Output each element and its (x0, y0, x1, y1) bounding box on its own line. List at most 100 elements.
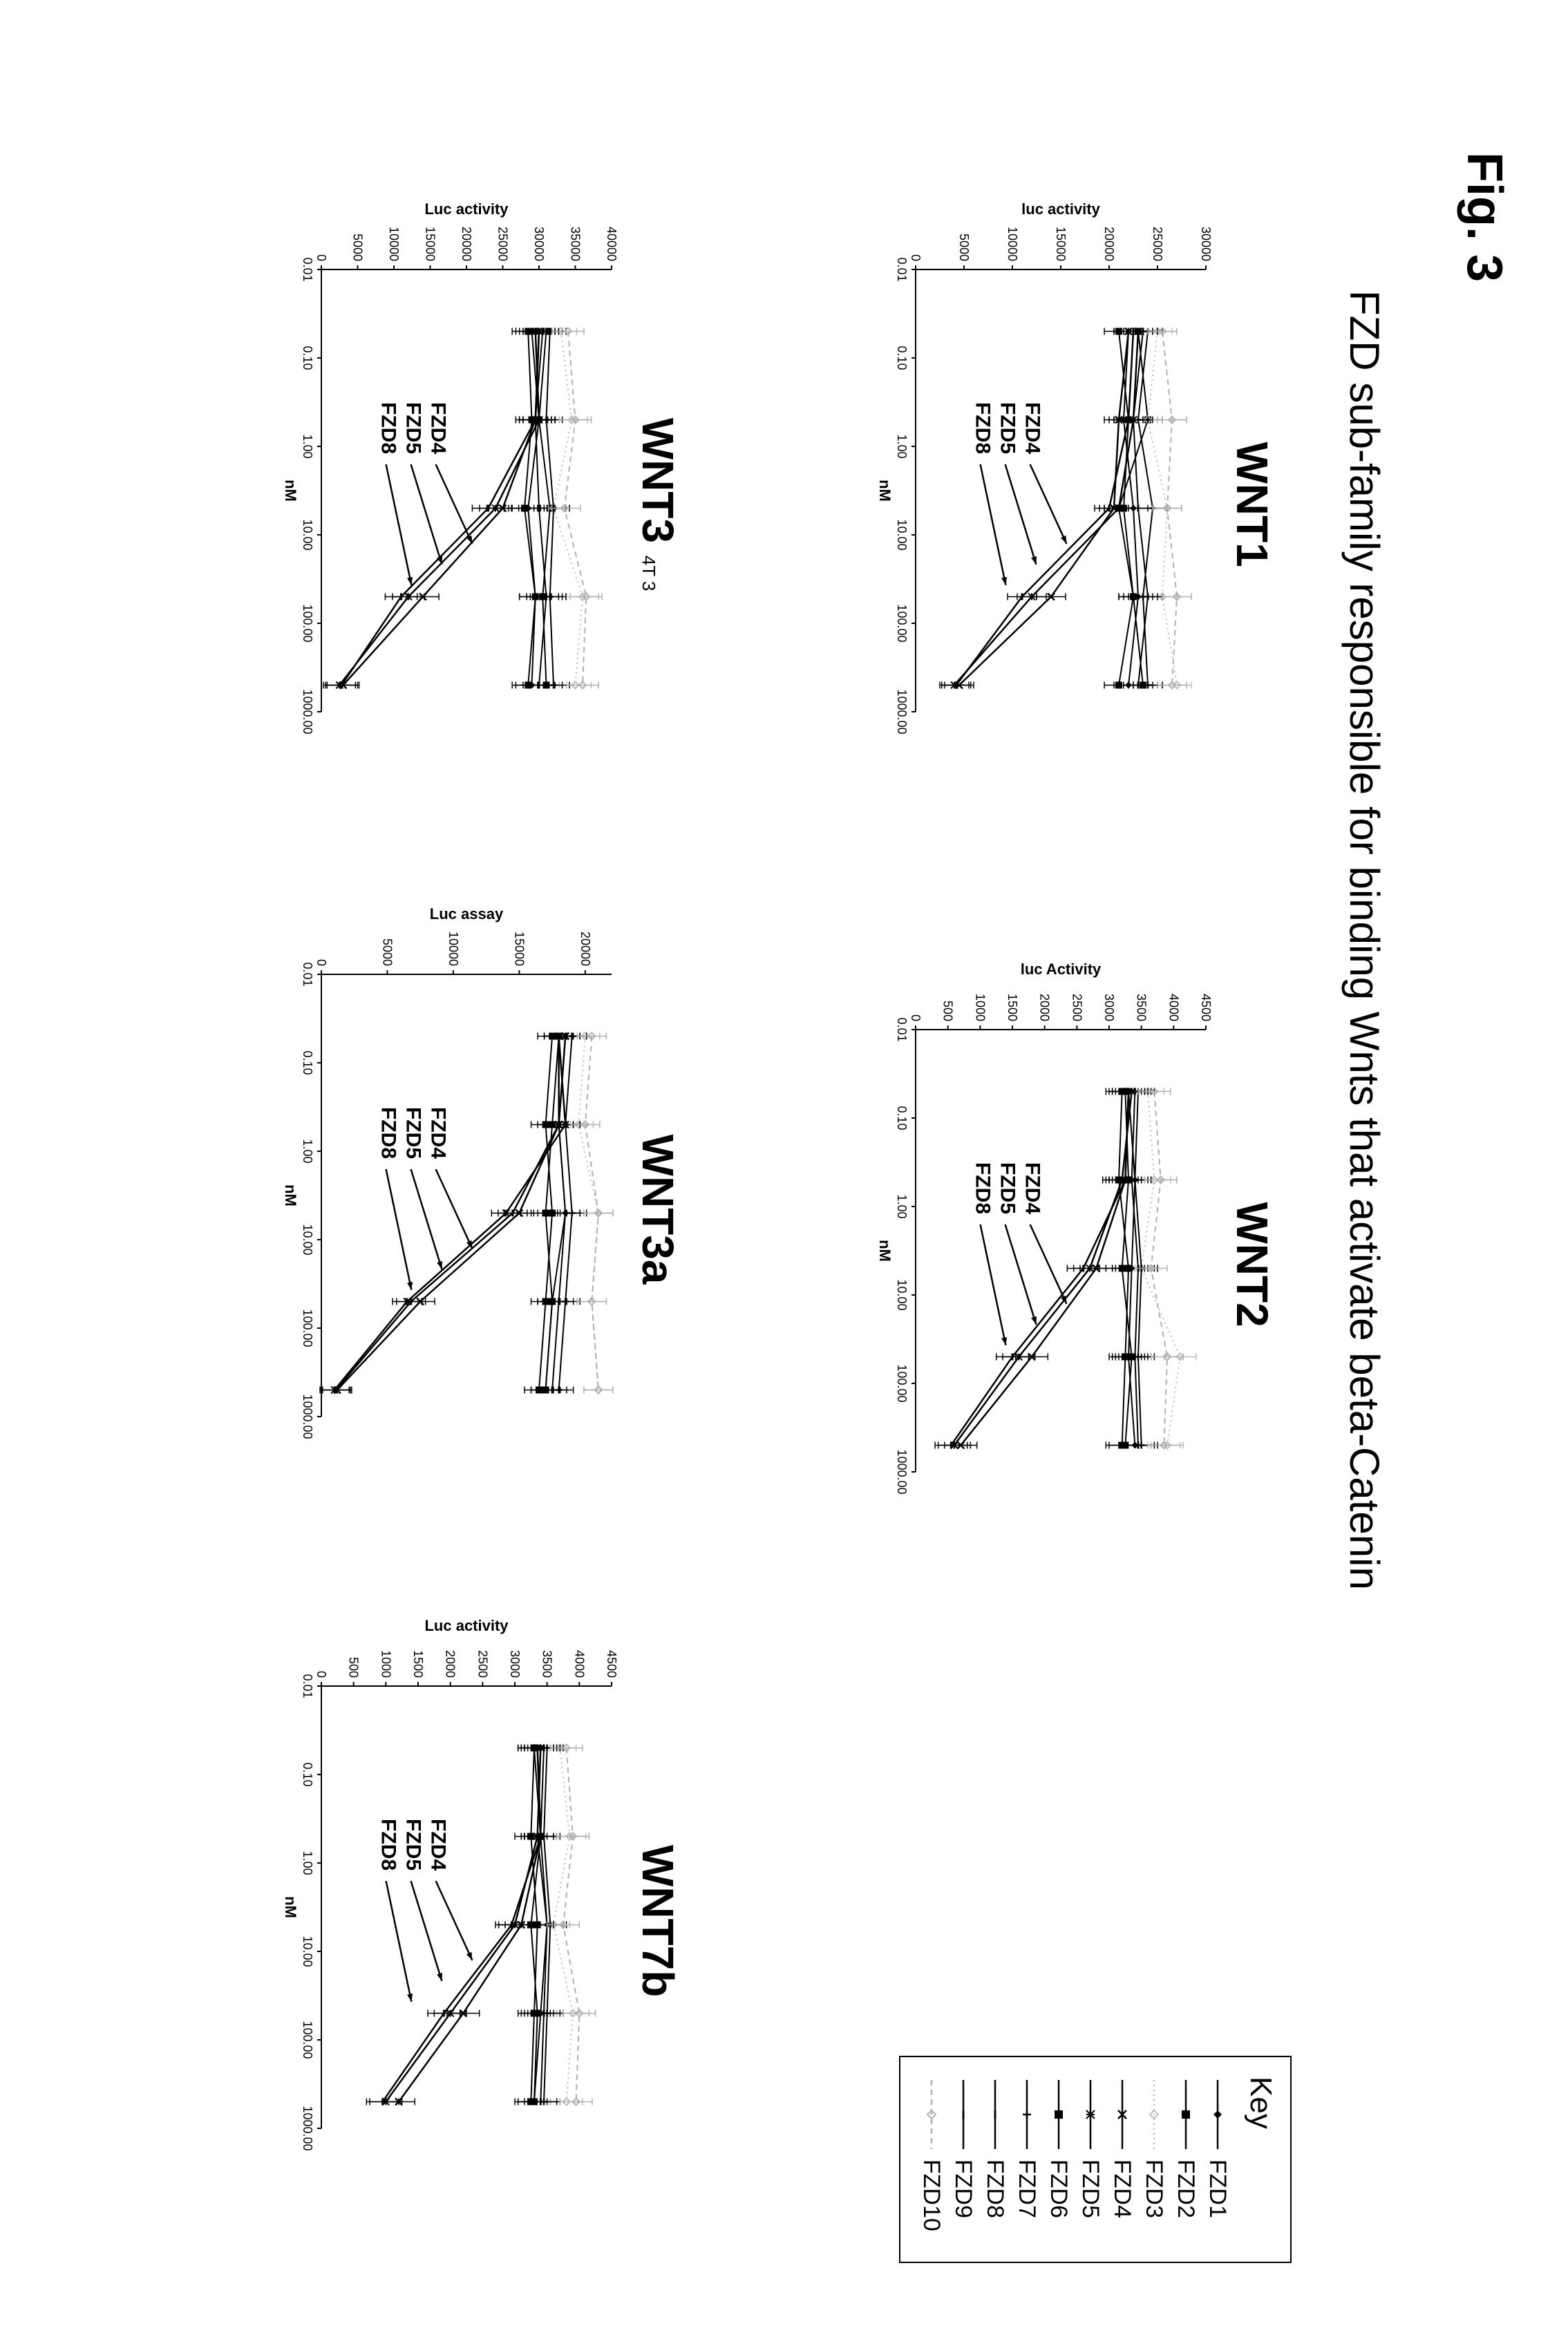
legend-item: FZD2 (1170, 2077, 1202, 2242)
svg-text:10.00: 10.00 (895, 1279, 909, 1310)
svg-text:1500: 1500 (1005, 994, 1019, 1021)
legend-label: FZD2 (1173, 2159, 1200, 2218)
arrow-label: FZD5 (402, 402, 425, 454)
svg-text:1.00: 1.00 (301, 1139, 314, 1163)
arrow-label: FZD4 (427, 1819, 450, 1871)
legend-item: FZD4 (1106, 2077, 1138, 2242)
svg-text:2500: 2500 (1070, 994, 1084, 1021)
svg-text:15000: 15000 (424, 227, 437, 261)
svg-text:0.01: 0.01 (301, 257, 314, 281)
svg-text:1.00: 1.00 (895, 1194, 909, 1218)
legend-item: FZD1 (1202, 2077, 1234, 2242)
svg-text:3000: 3000 (508, 1650, 522, 1678)
series-FZD10 (547, 1744, 596, 2105)
chart-title: WNT3a (632, 898, 683, 1520)
svg-text:10.00: 10.00 (301, 1224, 314, 1255)
svg-text:0: 0 (909, 254, 923, 261)
legend-item: FZD3 (1138, 2077, 1170, 2242)
svg-text:4500: 4500 (1199, 994, 1213, 1021)
svg-text:0.01: 0.01 (895, 257, 909, 281)
svg-text:luc activity: luc activity (1021, 200, 1100, 218)
legend-label: FZD7 (1014, 2159, 1041, 2218)
arrow-label: FZD5 (996, 1162, 1019, 1214)
svg-text:4500: 4500 (605, 1650, 618, 1678)
svg-text:nM: nM (876, 480, 894, 502)
svg-text:500: 500 (941, 1001, 955, 1021)
series-FZD10 (1148, 328, 1191, 688)
svg-text:nM: nM (282, 480, 299, 502)
svg-text:0.10: 0.10 (895, 1106, 909, 1130)
svg-text:1000.00: 1000.00 (895, 689, 909, 734)
arrow-label: FZD4 (1021, 402, 1044, 454)
arrow-label: FZD5 (996, 402, 1019, 454)
svg-text:1.00: 1.00 (301, 434, 314, 458)
chart-title: WNT2 (1227, 954, 1278, 1576)
svg-text:0.01: 0.01 (895, 1017, 909, 1041)
svg-text:1000.00: 1000.00 (301, 2106, 314, 2150)
svg-text:25000: 25000 (1151, 227, 1164, 261)
legend-label: FZD5 (1077, 2159, 1104, 2218)
svg-text:nM: nM (282, 1896, 299, 1918)
chart-wnt3-svg: 0500010000150002000025000300003500040000… (183, 193, 632, 815)
svg-text:30000: 30000 (1199, 227, 1213, 261)
svg-text:2500: 2500 (475, 1650, 489, 1678)
legend-item: FZD9 (947, 2077, 979, 2242)
legend-label: FZD10 (918, 2159, 945, 2231)
legend-item: FZD7 (1011, 2077, 1043, 2242)
legend-label: FZD4 (1109, 2159, 1136, 2218)
svg-text:100.00: 100.00 (301, 2021, 314, 2059)
svg-text:10000: 10000 (1005, 227, 1019, 261)
arrow-label: FZD8 (972, 1162, 994, 1214)
svg-text:1.00: 1.00 (895, 434, 909, 458)
svg-text:0.10: 0.10 (895, 346, 909, 370)
chart-wnt7b: WNT7b05001000150020002500300035004000450… (183, 1610, 683, 2232)
figure-label: Fig. 3 (1456, 152, 1513, 282)
svg-text:2000: 2000 (444, 1650, 457, 1678)
arrow-label: FZD8 (377, 402, 400, 454)
chart-wnt2-svg: 050010001500200025003000350040004500luc … (777, 954, 1227, 1576)
svg-text:20000: 20000 (460, 227, 473, 261)
svg-text:100.00: 100.00 (301, 604, 314, 642)
svg-text:luc Activity: luc Activity (1021, 961, 1102, 978)
svg-text:Luc activity: Luc activity (424, 1617, 509, 1634)
legend-rows: FZD1 FZD2 FZD3 FZD4 FZD5 FZD6 (916, 2077, 1234, 2242)
arrow-label: FZD4 (1021, 1162, 1044, 1214)
svg-text:0.01: 0.01 (301, 962, 314, 986)
svg-text:4000: 4000 (572, 1650, 586, 1678)
legend-item: FZD10 (916, 2077, 947, 2242)
svg-text:5000: 5000 (380, 938, 394, 966)
svg-text:2000: 2000 (1038, 994, 1052, 1021)
svg-text:0.10: 0.10 (301, 1762, 314, 1786)
chart-wnt3: WNT3 4T 30500010000150002000025000300003… (183, 193, 683, 815)
svg-text:10.00: 10.00 (301, 519, 314, 550)
series-FZD8 (942, 328, 1148, 688)
svg-text:0: 0 (314, 254, 328, 261)
svg-text:0: 0 (314, 959, 328, 966)
svg-text:10000: 10000 (446, 931, 460, 966)
svg-text:5000: 5000 (351, 234, 365, 261)
arrow-label: FZD8 (377, 1107, 400, 1159)
svg-text:1000.00: 1000.00 (301, 1394, 314, 1439)
svg-text:100.00: 100.00 (301, 1309, 314, 1347)
svg-text:30000: 30000 (532, 227, 546, 261)
svg-text:10.00: 10.00 (895, 519, 909, 550)
arrow-label: FZD5 (402, 1107, 425, 1159)
legend-item: FZD8 (979, 2077, 1011, 2242)
chart-title: WNT7b (632, 1610, 683, 2232)
series-FZD10 (1135, 1088, 1183, 1448)
legend-title: Key (1243, 2077, 1278, 2242)
chart-wnt1: WNT1050001000015000200002500030000luc ac… (777, 193, 1278, 815)
chart-subtitle: 4T 3 (639, 556, 659, 592)
svg-text:1000: 1000 (379, 1650, 393, 1678)
svg-text:1000.00: 1000.00 (301, 689, 314, 734)
chart-wnt3a-svg: 05000100001500020000Luc assay0.010.101.0… (183, 898, 632, 1520)
chart-wnt2: WNT2050010001500200025003000350040004500… (777, 954, 1278, 1576)
legend-item: FZD6 (1043, 2077, 1075, 2242)
rotated-page: Fig. 3 FZD sub-family responsible for bi… (0, 0, 1568, 2346)
svg-text:nM: nM (876, 1240, 894, 1262)
chart-title: WNT1 (1227, 193, 1278, 815)
arrow-label: FZD4 (427, 1107, 450, 1159)
arrow-label: FZD5 (402, 1819, 425, 1871)
svg-text:35000: 35000 (569, 227, 583, 261)
legend: Key FZD1 FZD2 FZD3 FZD4 FZD5 (899, 2056, 1292, 2263)
